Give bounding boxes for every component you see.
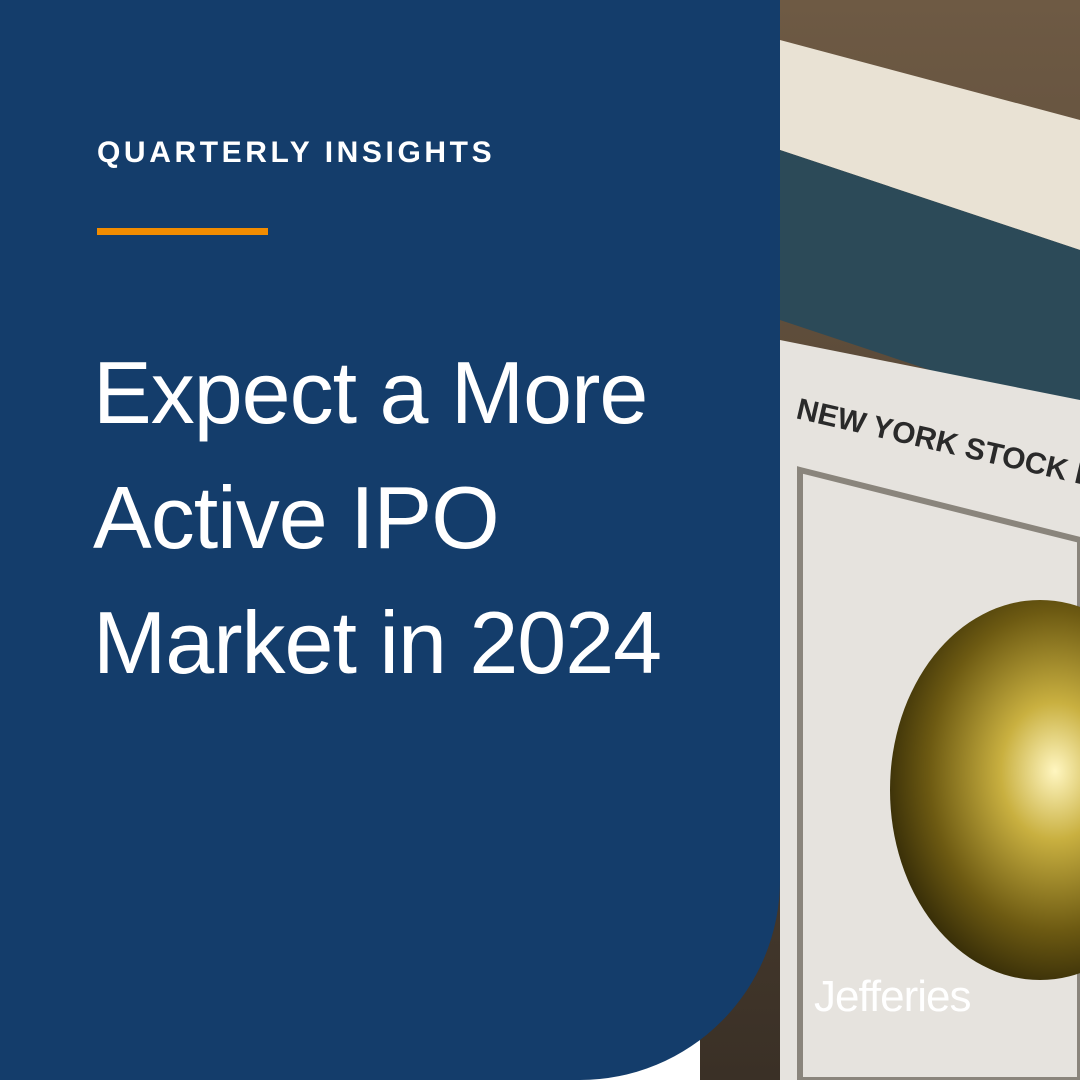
headline: Expect a More Active IPO Market in 2024	[93, 330, 662, 705]
brand-logo: Jefferies	[814, 972, 971, 1021]
molding	[780, 40, 1080, 250]
headline-line: Expect a More	[93, 343, 648, 442]
headline-line: Market in 2024	[93, 593, 662, 692]
bell	[890, 600, 1080, 980]
screen	[780, 150, 1080, 420]
sign-frame	[797, 466, 1080, 1080]
text-panel	[0, 0, 780, 1080]
headline-line: Active IPO	[93, 468, 500, 567]
eyebrow: QUARTERLY INSIGHTS	[97, 136, 496, 169]
accent-rule	[97, 228, 268, 235]
